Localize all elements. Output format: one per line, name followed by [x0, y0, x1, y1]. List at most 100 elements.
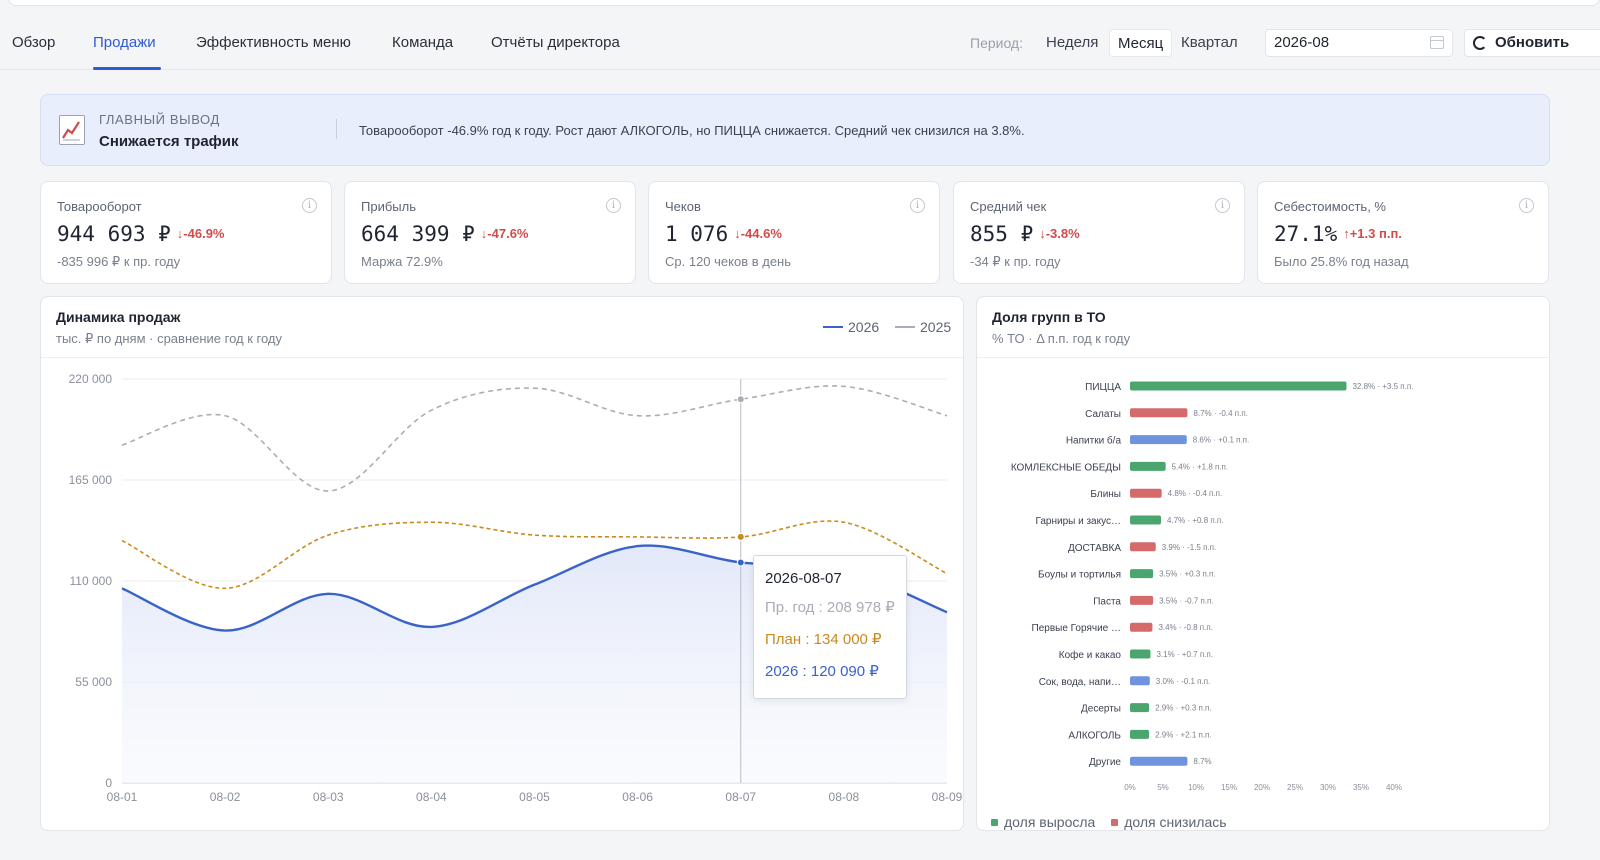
kpi-value-text: 1 076: [665, 222, 729, 246]
panel-title: Доля групп в ТО: [992, 309, 1106, 325]
kpi-value: 27.1% ↑+1.3 п.п.: [1274, 222, 1402, 246]
refresh-icon: [1473, 36, 1487, 50]
kpi-value: 664 399 ₽ ↓-47.6%: [361, 222, 529, 246]
x-tick-label: 5%: [1157, 783, 1169, 792]
kpi-value: 944 693 ₽ ↓-46.9%: [57, 222, 225, 246]
y-tick-label: 165 000: [69, 473, 113, 487]
info-icon[interactable]: i: [302, 198, 317, 213]
kpi-card-checks: Чеков i 1 076 ↓-44.6% Ср. 120 чеков в ден…: [648, 181, 940, 284]
sales-line-chart[interactable]: 0 55 000 110 000 165 000 220 000 08-01 08-02 08…: [41, 297, 964, 831]
panel-subtitle: тыс. ₽ по дням · сравнение год к году: [56, 331, 283, 346]
kpi-card-avg-check: Средний чек i 855 ₽ ↓-3.8% -34 ₽ к пр. го…: [953, 181, 1245, 284]
bar: [1130, 381, 1347, 391]
x-tick-label: 08-02: [210, 790, 241, 804]
legend-down-label: доля снизилась: [1124, 814, 1227, 830]
x-tick-label: 15%: [1221, 783, 1237, 792]
bar-category-label: Напитки б/а: [1066, 435, 1122, 447]
bar-category-label: АЛКОГОЛЬ: [1068, 730, 1121, 741]
refresh-button-label: Обновить: [1495, 34, 1570, 51]
tab-sales[interactable]: Продажи: [93, 34, 156, 51]
trend-chart-icon: [59, 115, 85, 145]
period-label: Период:: [970, 35, 1023, 51]
main-insight-banner: ГЛАВНЫЙ ВЫВОД Снижается трафик Товарообо…: [40, 94, 1550, 166]
x-tick-label: 08-03: [313, 790, 344, 804]
share-legend: доля выросла доля снизилась: [991, 814, 1227, 830]
chart-tooltip: 2026-08-07 Пр. год : 208 978 ₽ План : 13…: [753, 555, 907, 699]
bar-category-label: Боулы и тортилья: [1038, 570, 1121, 581]
series-2025-line: [121, 385, 948, 492]
y-tick-label: 110 000: [70, 574, 113, 588]
bar-category-label: КОМЛЕКСНЫЕ ОБЕДЫ: [1011, 462, 1121, 473]
kpi-value: 855 ₽ ↓-3.8%: [970, 222, 1080, 246]
tab-team[interactable]: Команда: [392, 34, 454, 51]
kpi-card-cost: Себестоимость, % i 27.1% ↑+1.3 п.п. Было …: [1257, 181, 1549, 284]
x-tick-label: 20%: [1254, 783, 1270, 792]
bar-value-label: 4.8% · -0.4 п.п.: [1168, 489, 1222, 498]
kpi-delta: ↓-3.8%: [1039, 226, 1080, 241]
hover-point: [736, 532, 745, 541]
x-tick-label: 08-08: [829, 790, 860, 804]
x-tick-label: 08-07: [725, 790, 756, 804]
bar-value-label: 8.6% · +0.1 п.п.: [1193, 436, 1249, 445]
x-tick-label: 08-09: [932, 790, 963, 804]
tab-overview[interactable]: Обзор: [12, 34, 56, 51]
bar: [1130, 622, 1153, 632]
kpi-subtext: Маржа 72.9%: [361, 254, 443, 269]
tab-director-reports[interactable]: Отчёты директора: [491, 34, 620, 51]
bar-category-label: Сок, вода, напи…: [1039, 677, 1121, 688]
y-tick-label: 55 000: [75, 675, 112, 689]
refresh-button[interactable]: Обновить: [1464, 29, 1600, 57]
kpi-card-profit: Прибыль i 664 399 ₽ ↓-47.6% Маржа 72.9%: [344, 181, 636, 284]
calendar-icon[interactable]: [1430, 36, 1444, 49]
kpi-subtext: -835 996 ₽ к пр. году: [57, 254, 181, 269]
info-icon[interactable]: i: [1519, 198, 1534, 213]
period-week[interactable]: Неделя: [1046, 34, 1099, 51]
bar-category-label: Паста: [1093, 596, 1121, 607]
bar-value-label: 5.4% · +1.8 п.п.: [1172, 462, 1228, 471]
period-month[interactable]: Месяц: [1109, 29, 1173, 57]
bar-category-label: Первые Горячие …: [1032, 623, 1121, 634]
bar-value-label: 3.5% · +0.3 п.п.: [1159, 570, 1215, 579]
tab-menu-efficiency[interactable]: Эффективность меню: [196, 34, 351, 51]
bar-value-label: 8.7%: [1193, 757, 1211, 766]
x-tick-label: 08-04: [416, 790, 447, 804]
kpi-value-text: 855 ₽: [970, 222, 1034, 246]
kpi-card-turnover: Товарооборот i 944 693 ₽ ↓-46.9% -835 996…: [40, 181, 332, 284]
kpi-delta: ↓-47.6%: [480, 226, 529, 241]
bar-category-label: Салаты: [1085, 409, 1121, 420]
x-tick-label: 0%: [1124, 783, 1136, 792]
active-tab-indicator: [93, 67, 161, 70]
bar-category-label: Блины: [1090, 489, 1121, 500]
bar: [1130, 408, 1188, 418]
x-tick-label: 10%: [1188, 783, 1204, 792]
bar-value-label: 3.0% · -0.1 п.п.: [1156, 677, 1210, 686]
bar-value-label: 8.7% · -0.4 п.п.: [1193, 409, 1247, 418]
bar: [1130, 595, 1154, 605]
x-tick-label: 30%: [1320, 783, 1336, 792]
kpi-value-text: 27.1%: [1274, 222, 1338, 246]
legend-2025[interactable]: 2025: [895, 319, 951, 335]
legend-2026[interactable]: 2026: [823, 319, 879, 335]
info-icon[interactable]: i: [910, 198, 925, 213]
legend-2026-label: 2026: [848, 319, 880, 335]
period-quarter[interactable]: Квартал: [1181, 34, 1238, 51]
period-date-input[interactable]: 2026-08: [1265, 29, 1453, 57]
sales-dynamics-panel: Динамика продаж тыс. ₽ по дням · сравнен…: [40, 296, 964, 831]
bar-category-label: ПИЦЦА: [1085, 382, 1121, 393]
panel-title: Динамика продаж: [56, 309, 181, 325]
kpi-label: Чеков: [665, 199, 701, 214]
x-tick-label: 08-06: [622, 790, 653, 804]
info-icon[interactable]: i: [1215, 198, 1230, 213]
bar: [1130, 676, 1150, 686]
kpi-subtext: -34 ₽ к пр. году: [970, 254, 1061, 269]
panel-divider: [977, 357, 1549, 358]
bar-value-label: 3.5% · -0.7 п.п.: [1159, 596, 1213, 605]
bar: [1130, 461, 1166, 471]
bar-category-label: Десерты: [1081, 704, 1121, 715]
bar: [1130, 542, 1156, 552]
bar-category-label: Кофе и какао: [1059, 649, 1122, 661]
tooltip-prev-year: Пр. год : 208 978 ₽: [765, 599, 895, 616]
panel-subtitle: % ТО · Δ п.п. год к году: [992, 331, 1131, 346]
info-icon[interactable]: i: [606, 198, 621, 213]
x-tick-label: 40%: [1386, 783, 1402, 792]
